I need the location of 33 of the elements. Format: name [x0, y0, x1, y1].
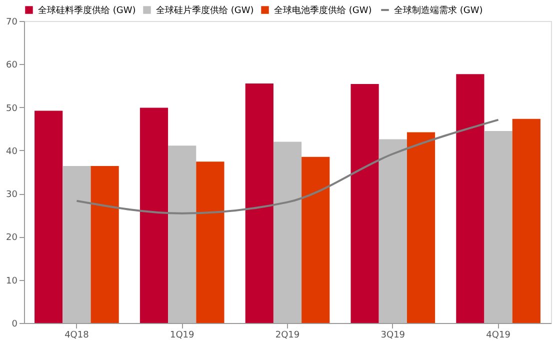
bar [90, 166, 119, 323]
legend-label: 全球电池季度供给 (GW) [274, 5, 372, 16]
bar [34, 110, 63, 323]
y-tick-label: 20 [6, 233, 18, 244]
legend-label: 全球硅片季度供给 (GW) [156, 5, 254, 16]
x-tick-label: 1Q19 [170, 330, 195, 340]
bar [245, 84, 274, 323]
y-tick-label: 40 [6, 146, 18, 157]
bar [196, 162, 224, 323]
x-tick-label: 3Q19 [380, 330, 406, 340]
bar [140, 108, 168, 323]
bar [273, 142, 302, 323]
x-tick-label: 2Q19 [275, 330, 300, 340]
x-tick-label: 4Q19 [486, 330, 511, 340]
y-tick-label: 0 [12, 320, 18, 330]
bar [512, 118, 540, 323]
y-tick-label: 50 [6, 104, 18, 114]
bar [456, 74, 484, 323]
line-series [76, 118, 500, 214]
y-tick-label: 70 [6, 18, 18, 28]
legend-label: 全球硅料季度供给 (GW) [38, 5, 136, 16]
bar [62, 166, 91, 323]
bar [302, 156, 330, 323]
bar [406, 132, 436, 323]
bar [168, 146, 196, 323]
x-tick-label: 4Q18 [64, 330, 90, 340]
bar [484, 131, 512, 323]
bar [350, 84, 379, 323]
y-tick-label: 10 [6, 276, 18, 286]
y-tick-label: 30 [6, 190, 18, 200]
legend-label: 全球制造端需求 (GW) [394, 5, 483, 16]
y-tick-label: 60 [6, 60, 18, 71]
bar [378, 139, 407, 323]
